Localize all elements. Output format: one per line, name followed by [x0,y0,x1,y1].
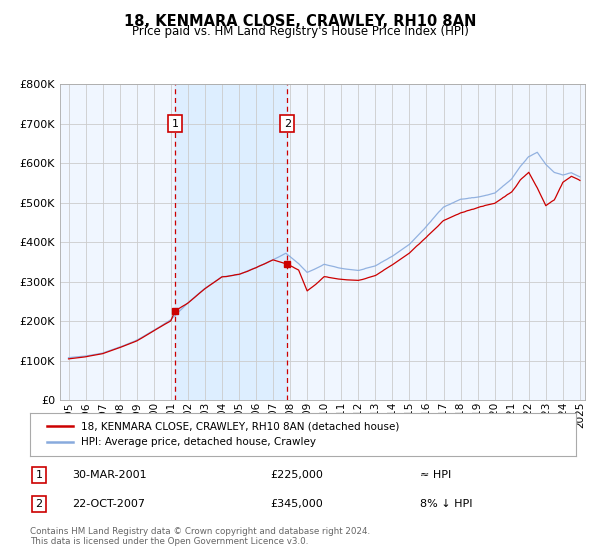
Text: 1: 1 [172,119,179,129]
Text: £345,000: £345,000 [270,499,323,509]
Text: Contains HM Land Registry data © Crown copyright and database right 2024.
This d: Contains HM Land Registry data © Crown c… [30,526,370,546]
Bar [175,84,287,400]
Text: 2: 2 [35,499,43,509]
Text: 18, KENMARA CLOSE, CRAWLEY, RH10 8AN: 18, KENMARA CLOSE, CRAWLEY, RH10 8AN [124,14,476,29]
Legend: 18, KENMARA CLOSE, CRAWLEY, RH10 8AN (detached house), HPI: Average price, detac: 18, KENMARA CLOSE, CRAWLEY, RH10 8AN (de… [41,416,406,454]
Text: ≈ HPI: ≈ HPI [420,470,451,480]
Text: Price paid vs. HM Land Registry's House Price Index (HPI): Price paid vs. HM Land Registry's House … [131,25,469,38]
Text: 1: 1 [35,470,43,480]
Text: 30-MAR-2001: 30-MAR-2001 [72,470,146,480]
Text: 2: 2 [284,119,291,129]
Text: 8% ↓ HPI: 8% ↓ HPI [420,499,473,509]
Text: 22-OCT-2007: 22-OCT-2007 [72,499,145,509]
Text: £225,000: £225,000 [270,470,323,480]
